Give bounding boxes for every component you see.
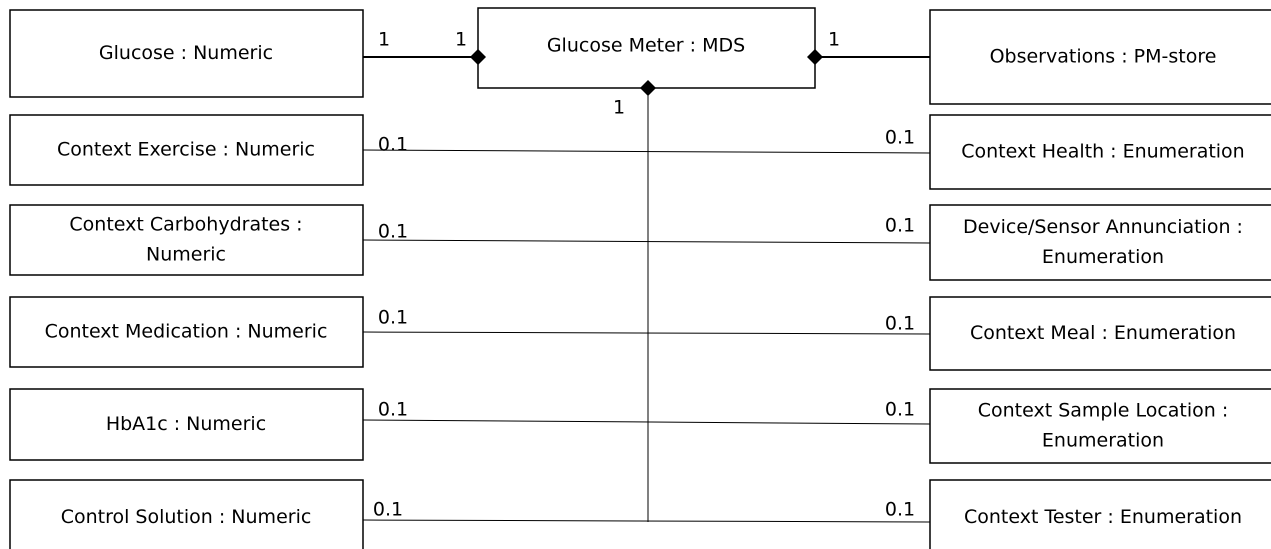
association <box>362 331 931 335</box>
class-box <box>929 204 1271 281</box>
class-label: Control Solution : Numeric <box>61 506 312 528</box>
class-label: Device/Sensor Annunciation : <box>963 216 1243 238</box>
multiplicity: 0.1 <box>885 215 915 237</box>
class-box <box>929 388 1271 464</box>
class-label: HbA1c : Numeric <box>106 413 266 435</box>
class-box <box>929 9 1271 105</box>
multiplicity: 1 <box>378 29 390 51</box>
class-box <box>9 479 364 549</box>
class-box <box>929 296 1271 371</box>
class-box <box>9 388 364 461</box>
class-label: Context Exercise : Numeric <box>57 139 315 161</box>
multiplicity: 0.1 <box>885 499 915 521</box>
class-label: Observations : PM-store <box>990 46 1217 68</box>
multiplicity: 0.1 <box>885 399 915 421</box>
association <box>362 419 931 425</box>
multiplicity: 0.1 <box>885 127 915 149</box>
association <box>362 239 931 244</box>
diamond <box>640 80 656 96</box>
class-label: Glucose : Numeric <box>99 42 273 64</box>
class-label: Context Medication : Numeric <box>45 321 328 343</box>
class-box <box>929 114 1271 190</box>
association <box>362 149 931 154</box>
diamond <box>470 49 486 65</box>
multiplicity: 1 <box>455 29 467 51</box>
class-label: Numeric <box>146 244 226 266</box>
multiplicity: 1 <box>828 29 840 51</box>
class-label: Enumeration <box>1042 430 1164 452</box>
multiplicity: 0.1 <box>378 221 408 243</box>
class-label: Context Sample Location : <box>978 400 1229 422</box>
multiplicity: 0.1 <box>885 313 915 335</box>
multiplicity: 0.1 <box>378 399 408 421</box>
class-box <box>9 296 364 368</box>
class-label: Enumeration <box>1042 246 1164 268</box>
class-box <box>9 9 364 98</box>
class-label: Context Carbohydrates : <box>69 214 302 236</box>
class-label: Context Tester : Enumeration <box>964 506 1242 528</box>
center-box <box>477 7 816 89</box>
class-box <box>929 479 1271 549</box>
diamond <box>807 49 823 65</box>
multiplicity: 0.1 <box>373 499 403 521</box>
multiplicity: 1 <box>613 97 625 119</box>
multiplicity: 0.1 <box>378 134 408 156</box>
association <box>362 519 931 523</box>
center-label: Glucose Meter : MDS <box>547 35 745 57</box>
class-box <box>9 114 364 186</box>
multiplicity: 0.1 <box>378 307 408 329</box>
class-box <box>9 204 364 276</box>
class-label: Context Health : Enumeration <box>961 141 1244 163</box>
class-label: Context Meal : Enumeration <box>970 322 1236 344</box>
